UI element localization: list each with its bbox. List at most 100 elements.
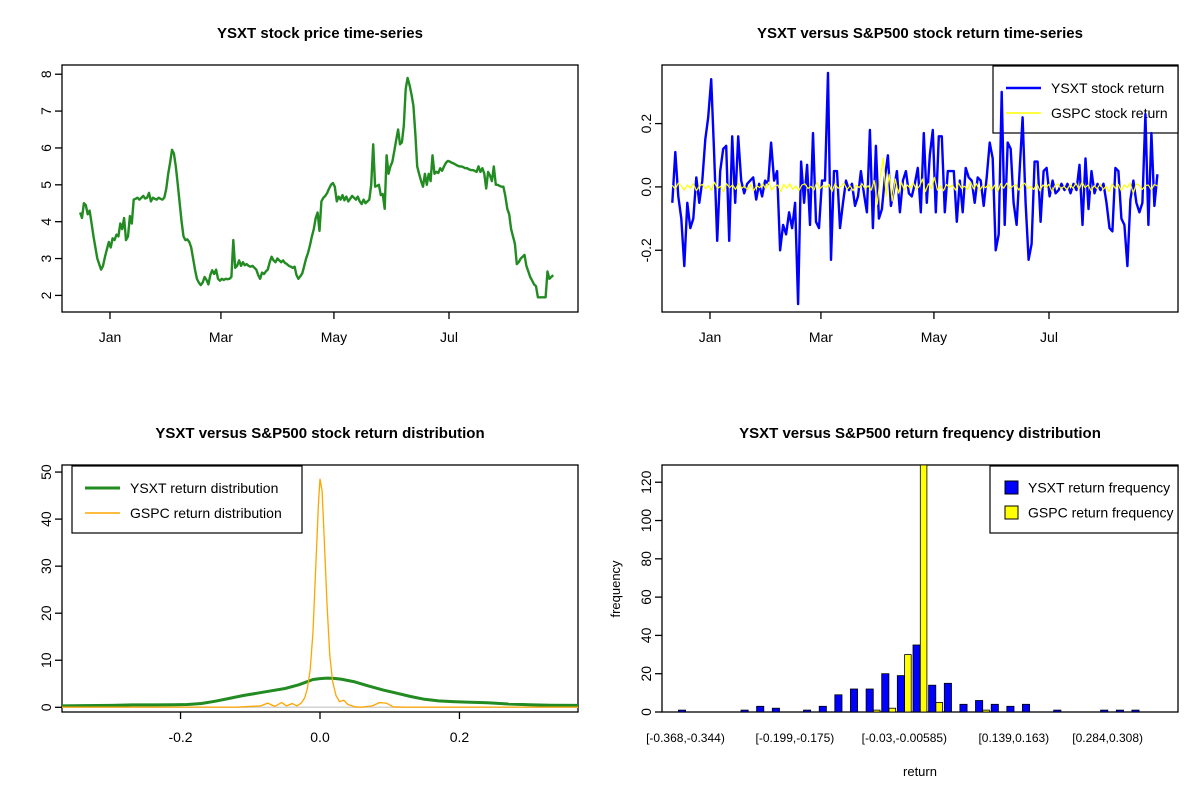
y-tick-label: 0.2 <box>638 114 654 134</box>
gspc-frequency-bar <box>872 709 881 713</box>
ysxt-frequency-bar <box>756 705 765 713</box>
y-tick-label: 10 <box>38 652 54 668</box>
gspc-frequency-bar <box>888 707 896 713</box>
ysxt-frequency-bar <box>1131 709 1140 713</box>
ysxt-frequency-bar <box>740 709 749 713</box>
legend-label: GSPC stock return <box>1051 105 1168 121</box>
ysxt-frequency-bar <box>1021 703 1030 713</box>
ysxt-frequency-bar <box>678 709 687 713</box>
legend-label: YSXT return distribution <box>130 480 278 496</box>
histogram-x-axis-label: return <box>903 764 937 779</box>
gspc-density-curve <box>62 478 578 708</box>
ysxt-frequency-bar <box>818 705 827 713</box>
ysxt-frequency-bar <box>959 703 968 713</box>
ysxt-frequency-bar <box>1100 709 1109 713</box>
y-tick-label: 4 <box>38 218 54 226</box>
ysxt-frequency-bar <box>928 684 937 713</box>
gspc-frequency-bar <box>935 701 943 713</box>
histogram-y-axis-label: frequency <box>608 560 623 618</box>
ysxt-frequency-bar <box>803 709 812 713</box>
x-tick-label: Jan <box>699 329 722 345</box>
return-distribution-chart: YSXT versus S&P500 stock return distribu… <box>38 425 579 745</box>
y-tick-label: 40 <box>638 627 654 643</box>
legend-box <box>989 465 1179 534</box>
y-tick-label: 5 <box>38 181 54 189</box>
return-frequency-chart: YSXT versus S&P500 return frequency dist… <box>608 425 1179 779</box>
x-tick-label: 0.2 <box>450 729 470 745</box>
x-tick-label: Jul <box>440 329 458 345</box>
y-tick-label: -0.2 <box>638 238 654 262</box>
ysxt-frequency-bar <box>896 675 905 713</box>
x-tick-label: 0.0 <box>310 729 330 745</box>
ysxt-frequency-bar <box>834 694 843 713</box>
ysxt-frequency-bar <box>1053 709 1062 713</box>
ysxt-frequency-bar <box>943 682 952 713</box>
price-line <box>78 76 555 299</box>
x-tick-label: May <box>321 329 347 345</box>
returns-plot-area: -0.2 0.0 0.2 Jan Mar May Jul YSXT stock return G… <box>638 64 1179 345</box>
plot-box <box>661 64 1179 313</box>
legend-label: YSXT return frequency <box>1028 479 1170 495</box>
y-tick-label: 8 <box>38 70 54 78</box>
bin-range-label: [-0.368,-0.344) <box>646 731 725 745</box>
y-tick-label: 80 <box>638 551 654 567</box>
y-tick-label: 40 <box>38 511 54 527</box>
ysxt-frequency-bar <box>990 703 999 713</box>
legend-swatch <box>1004 505 1019 520</box>
ysxt-frequency-bar <box>771 707 780 713</box>
y-tick-label: 20 <box>638 666 654 682</box>
ysxt-return-line <box>671 71 1159 306</box>
y-tick-label: 0.0 <box>638 177 654 197</box>
gspc-frequency-bar <box>904 654 912 713</box>
x-tick-label: Mar <box>809 329 833 345</box>
y-tick-label: 0 <box>638 708 654 716</box>
x-tick-label: May <box>921 329 947 345</box>
y-tick-label: 20 <box>38 605 54 621</box>
bin-range-label: [-0.199,-0.175) <box>756 731 835 745</box>
x-tick-label: Mar <box>209 329 233 345</box>
price-time-series-chart: YSXT stock price time-series 2 3 4 5 6 7 8 Jan M… <box>38 25 579 345</box>
ysxt-frequency-bar <box>1115 709 1124 713</box>
price-chart-title: YSXT stock price time-series <box>217 25 423 42</box>
price-plot-area: 2 3 4 5 6 7 8 Jan Mar May Jul <box>38 64 579 345</box>
y-tick-label: 30 <box>38 558 54 574</box>
histogram-plot-area: 0 20 40 60 80 100 120 [-0.368,-0.344) [-0.199,-0… <box>638 464 1179 745</box>
returns-chart-title: YSXT versus S&P500 stock return time-ser… <box>757 25 1083 42</box>
legend-box <box>992 65 1179 134</box>
return-time-series-chart: YSXT versus S&P500 stock return time-ser… <box>638 25 1179 345</box>
y-tick-label: 7 <box>38 107 54 115</box>
y-tick-label: 100 <box>638 509 654 533</box>
y-tick-label: 50 <box>38 464 54 480</box>
y-tick-label: 0 <box>38 703 54 711</box>
bin-range-label: [0.139,0.163) <box>978 731 1049 745</box>
x-tick-label: -0.2 <box>168 729 192 745</box>
y-tick-label: 120 <box>638 470 654 494</box>
plot-box <box>61 64 579 313</box>
x-tick-label: Jul <box>1040 329 1058 345</box>
legend-swatch <box>1004 480 1019 495</box>
y-tick-label: 3 <box>38 254 54 262</box>
ysxt-frequency-bar <box>881 673 890 713</box>
ysxt-frequency-bar <box>865 688 874 713</box>
legend-label: GSPC return distribution <box>130 505 282 521</box>
x-tick-label: Jan <box>99 329 122 345</box>
legend-label: GSPC return frequency <box>1028 504 1174 520</box>
density-plot-area: 0 10 20 30 40 50 -0.2 0.0 0.2 YSXT return distrib… <box>38 464 579 745</box>
bin-range-label: [-0.03,-0.00585) <box>862 731 947 745</box>
legend-box <box>71 465 303 534</box>
ysxt-frequency-bar <box>975 700 984 713</box>
bin-range-label: [0.284,0.308) <box>1072 731 1143 745</box>
density-chart-title: YSXT versus S&P500 stock return distribu… <box>155 425 484 442</box>
y-tick-label: 6 <box>38 144 54 152</box>
y-tick-label: 60 <box>638 589 654 605</box>
ysxt-frequency-bar <box>849 688 858 713</box>
gspc-return-line <box>671 157 1158 205</box>
gspc-frequency-bar <box>919 464 928 713</box>
legend-label: YSXT stock return <box>1051 80 1164 96</box>
ysxt-frequency-bar <box>1006 705 1015 713</box>
gspc-frequency-bar <box>982 709 990 713</box>
ysxt-frequency-bar <box>912 644 921 713</box>
histogram-chart-title: YSXT versus S&P500 return frequency dist… <box>739 425 1101 442</box>
y-tick-label: 2 <box>38 291 54 299</box>
